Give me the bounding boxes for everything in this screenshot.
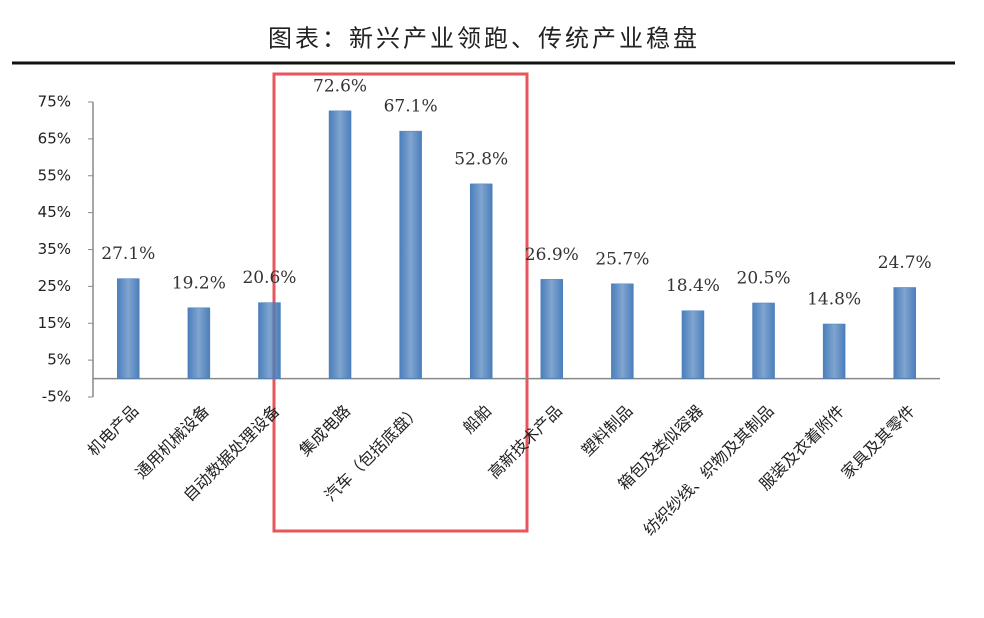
x-tick-label: 集成电路 xyxy=(295,401,354,460)
value-label: 20.5% xyxy=(737,268,791,288)
value-label: 14.8% xyxy=(807,289,861,309)
value-label: 27.1% xyxy=(101,244,155,264)
bar xyxy=(611,283,634,379)
value-label: 25.7% xyxy=(595,249,649,269)
x-tick-label: 纺织纱线、织物及其制品 xyxy=(640,401,778,539)
y-tick-label: 25% xyxy=(38,277,71,295)
bar xyxy=(187,307,211,379)
bar xyxy=(469,183,493,379)
bar xyxy=(822,323,846,379)
x-tick-label: 家具及其零件 xyxy=(837,401,918,482)
bar xyxy=(258,302,281,379)
x-tick-label: 机电产品 xyxy=(84,401,143,460)
value-label: 20.6% xyxy=(242,268,296,288)
y-tick-label: 55% xyxy=(38,166,71,184)
y-tick-label: 35% xyxy=(38,240,71,258)
value-label: 19.2% xyxy=(172,273,226,293)
y-tick-label: 45% xyxy=(38,203,71,221)
bar xyxy=(540,279,564,379)
bar xyxy=(328,110,352,379)
value-label: 26.9% xyxy=(525,245,579,265)
x-tick-label: 船舶 xyxy=(459,401,495,437)
bar xyxy=(117,278,140,379)
value-label: 24.7% xyxy=(878,253,932,273)
bar xyxy=(399,130,422,379)
y-tick-label: 65% xyxy=(38,129,71,147)
bar xyxy=(893,287,916,379)
y-tick-label: 5% xyxy=(47,351,71,369)
value-label: 67.1% xyxy=(384,97,438,117)
value-label: 18.4% xyxy=(666,276,720,296)
x-tick-label: 高新技术产品 xyxy=(484,401,565,482)
chart-title: 图表：新兴产业领跑、传统产业稳盘 xyxy=(268,25,700,53)
value-label: 52.8% xyxy=(454,149,508,169)
y-tick-label: -5% xyxy=(42,388,71,406)
bar xyxy=(752,302,775,379)
x-tick-label: 塑料制品 xyxy=(578,401,637,460)
value-label: 72.6% xyxy=(313,76,367,96)
y-tick-label: 75% xyxy=(38,93,71,111)
y-tick-label: 15% xyxy=(38,314,71,332)
bar xyxy=(681,310,705,379)
